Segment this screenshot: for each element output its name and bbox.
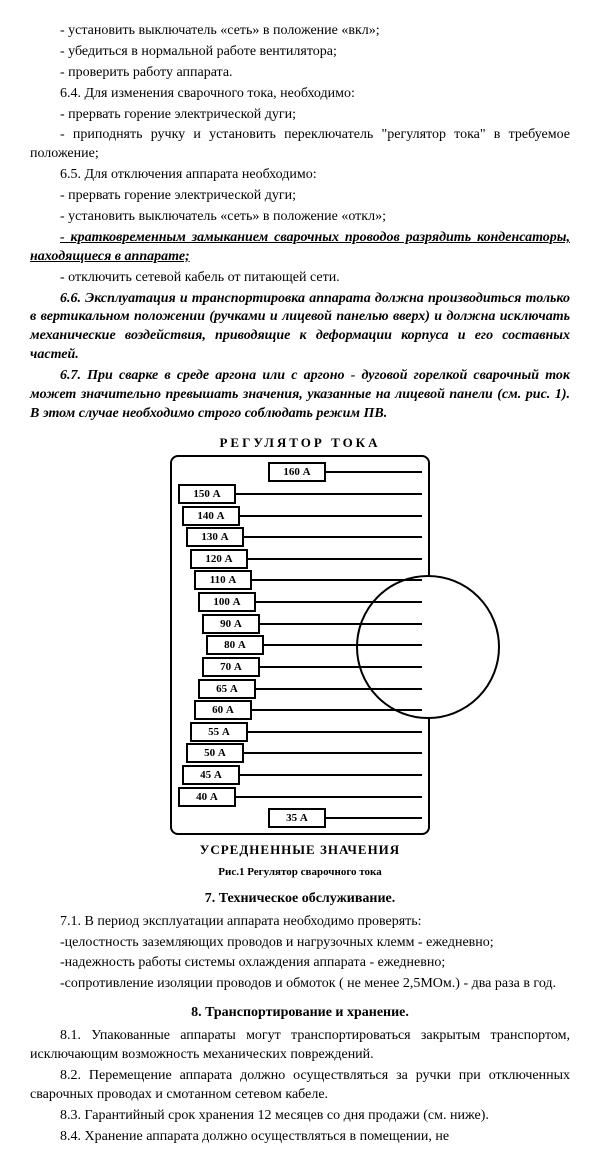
section-7-title: 7. Техническое обслуживание. [30, 890, 570, 909]
diagram-title: РЕГУЛЯТОР ТОКА [30, 434, 570, 452]
current-label: 160 А [268, 462, 326, 482]
wire-line [326, 817, 422, 819]
regulator-row: 130 А [178, 528, 422, 546]
text-line: - проверить работу аппарата. [30, 64, 570, 83]
wire-line [264, 644, 422, 646]
current-label: 130 А [186, 527, 244, 547]
wire-line [248, 558, 422, 560]
wire-line [240, 774, 422, 776]
current-label: 55 А [190, 722, 248, 742]
current-label: 140 А [182, 506, 240, 526]
wire-line [260, 666, 422, 668]
current-label: 120 А [190, 549, 248, 569]
regulator-row: 140 А [178, 507, 422, 525]
text-line: - прервать горение электрической дуги; [30, 187, 570, 206]
text-line: 6.4. Для изменения сварочного тока, необ… [30, 85, 570, 104]
text-line: - приподнять ручку и установить переключ… [30, 126, 570, 164]
text-line: 8.3. Гарантийный срок хранения 12 месяце… [30, 1107, 570, 1126]
text-line: 8.1. Упакованные аппараты могут транспор… [30, 1027, 570, 1065]
diagram-caption: Рис.1 Регулятор сварочного тока [30, 865, 570, 880]
dial-cutout [356, 575, 500, 719]
wire-line [252, 579, 422, 581]
wire-line [260, 623, 422, 625]
wire-line [252, 709, 422, 711]
regulator-row: 120 А [178, 550, 422, 568]
text-line: - установить выключатель «сеть» в положе… [30, 22, 570, 41]
wire-line [244, 752, 422, 754]
text-line: - отключить сетевой кабель от питающей с… [30, 269, 570, 288]
diagram-body: 160 А 150 А140 А130 А120 А110 А100 А90 А8… [170, 455, 430, 835]
regulator-row: 55 А [178, 723, 422, 741]
text-line: - установить выключатель «сеть» в положе… [30, 208, 570, 227]
text-line: 7.1. В период эксплуатации аппарата необ… [30, 913, 570, 932]
current-label: 40 А [178, 787, 236, 807]
wire-line [248, 731, 422, 733]
regulator-row: 45 А [178, 766, 422, 784]
regulator-row: 50 А [178, 744, 422, 762]
wire-line [244, 536, 422, 538]
text-line: - убедиться в нормальной работе вентилят… [30, 43, 570, 62]
current-label: 35 А [268, 808, 326, 828]
current-label: 150 А [178, 484, 236, 504]
text-line: - прервать горение электрической дуги; [30, 106, 570, 125]
current-label: 50 А [186, 743, 244, 763]
current-label: 110 А [194, 570, 252, 590]
current-label: 80 А [206, 635, 264, 655]
text-note: 6.6. Эксплуатация и транспортировка аппа… [30, 290, 570, 366]
wire-line [256, 688, 422, 690]
regulator-row: 160 А [178, 463, 422, 481]
regulator-row: 35 А [178, 809, 422, 827]
text-note: 6.7. При сварке в среде аргона или с арг… [30, 367, 570, 424]
wire-line [236, 493, 422, 495]
section-8-title: 8. Транспортирование и хранение. [30, 1004, 570, 1023]
text-line: -сопротивление изоляции проводов и обмот… [30, 975, 570, 994]
regulator-row: 40 А [178, 788, 422, 806]
current-label: 45 А [182, 765, 240, 785]
text-line: -целостность заземляющих проводов и нагр… [30, 934, 570, 953]
wire-line [326, 471, 422, 473]
text-line: 6.5. Для отключения аппарата необходимо: [30, 166, 570, 185]
diagram-subtitle: УСРЕДНЕННЫЕ ЗНАЧЕНИЯ [30, 841, 570, 859]
wire-line [256, 601, 422, 603]
regulator-row: 110 А [178, 571, 422, 589]
current-label: 100 А [198, 592, 256, 612]
text-line: 8.2. Перемещение аппарата должно осущест… [30, 1067, 570, 1105]
text-line: 8.4. Хранение аппарата должно осуществля… [30, 1128, 570, 1147]
current-label: 90 А [202, 614, 260, 634]
text-line: -надежность работы системы охлаждения ап… [30, 954, 570, 973]
regulator-row: 150 А [178, 485, 422, 503]
current-label: 65 А [198, 679, 256, 699]
current-label: 70 А [202, 657, 260, 677]
wire-line [236, 796, 422, 798]
regulator-diagram: РЕГУЛЯТОР ТОКА 160 А 150 А140 А130 А120 А… [30, 434, 570, 859]
text-warning: - кратковременным замыканием сварочных п… [30, 229, 570, 267]
wire-line [240, 515, 422, 517]
current-label: 60 А [194, 700, 252, 720]
